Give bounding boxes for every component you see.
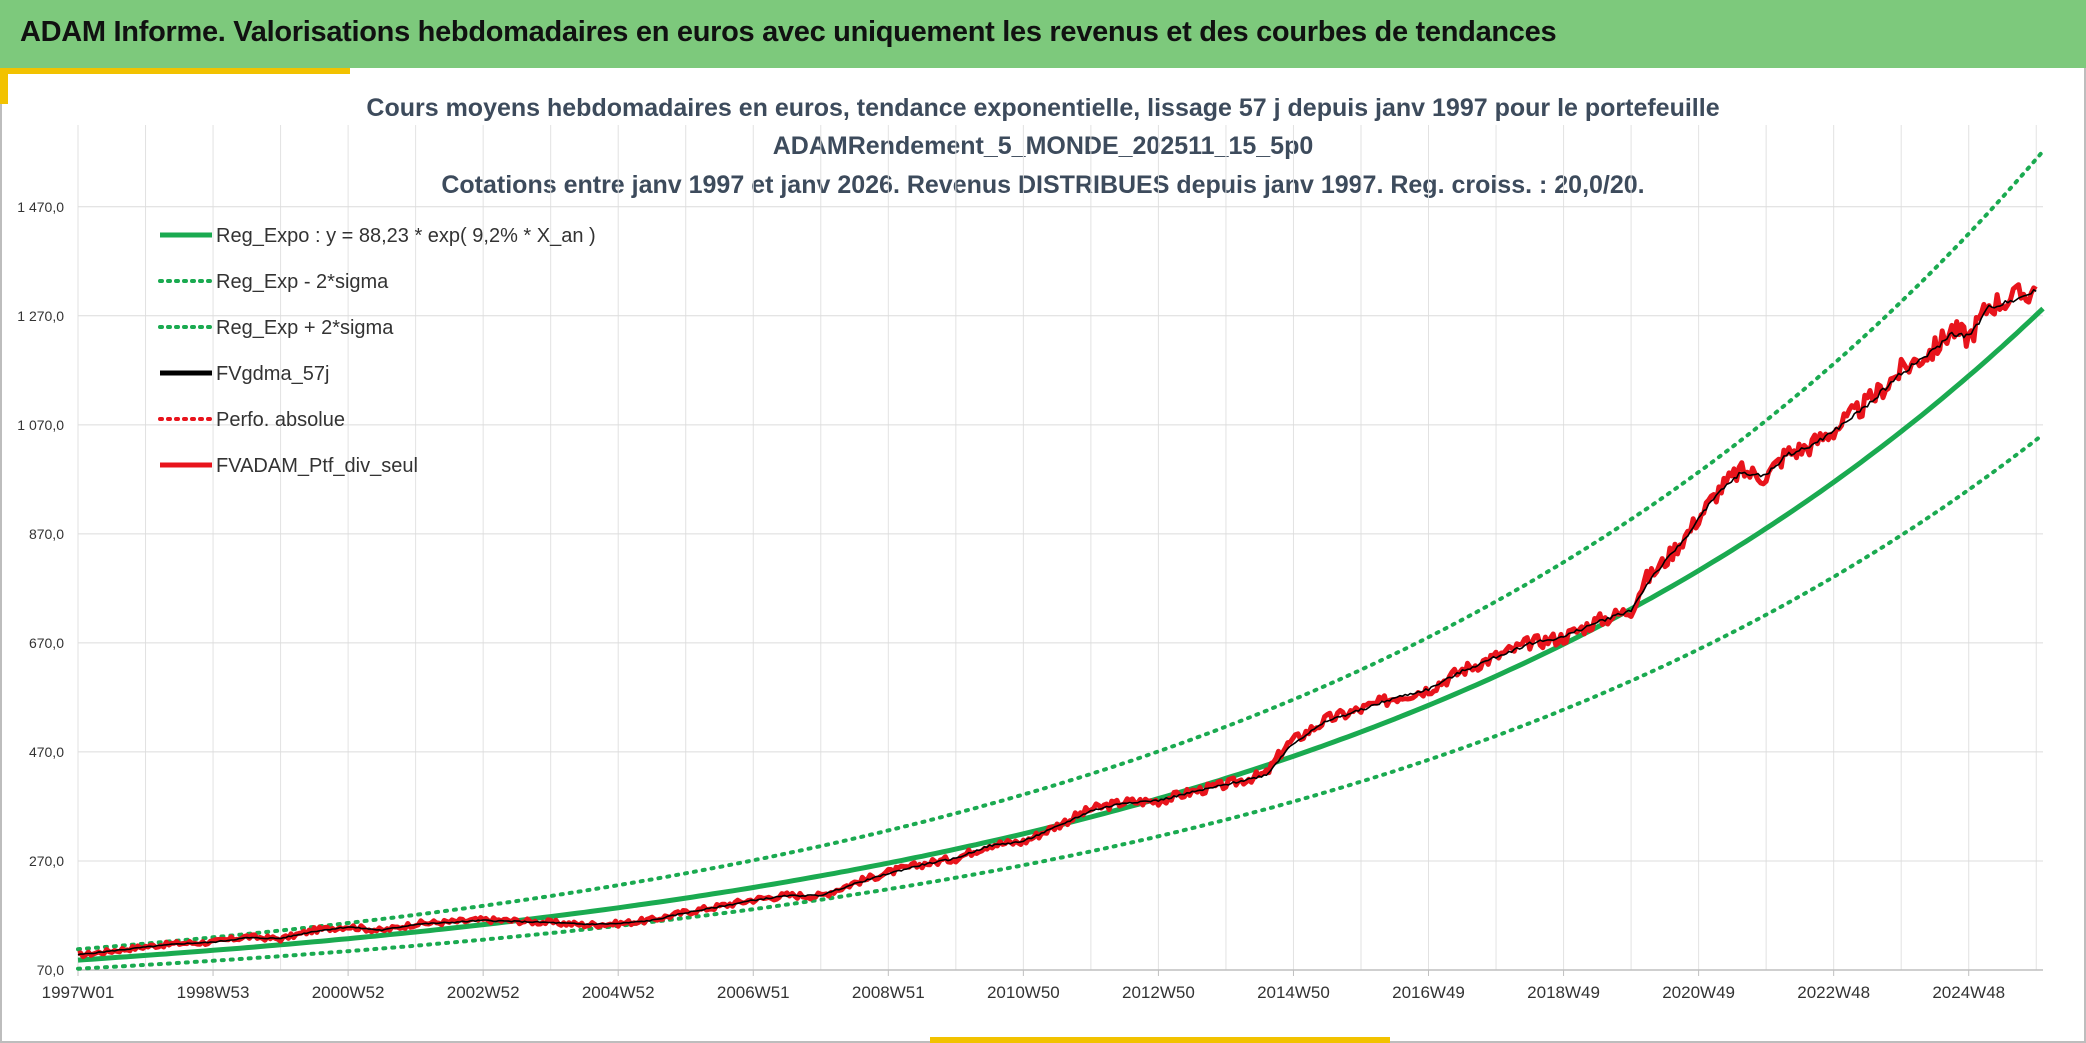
legend-label: FVADAM_Ptf_div_seul xyxy=(216,455,418,477)
accent-bar-top xyxy=(0,68,350,74)
chart-title-line-3: Cotations entre janv 1997 et janv 2026. … xyxy=(441,171,1645,199)
x-tick-label: 1998W53 xyxy=(177,983,250,1002)
chart-title-line-1: Cours moyens hebdomadaires en euros, ten… xyxy=(366,94,1720,122)
legend-label: Perfo. absolue xyxy=(216,409,345,431)
legend-label: FVgdma_57j xyxy=(216,363,329,385)
y-tick-label: 70,0 xyxy=(37,962,64,978)
accent-bar-left xyxy=(0,68,8,104)
x-tick-label: 2020W49 xyxy=(1662,983,1735,1002)
legend-label: Reg_Expo : y = 88,23 * exp( 9,2% * X_an … xyxy=(216,225,596,247)
grid xyxy=(77,125,2043,971)
x-tick-label: 2014W50 xyxy=(1257,983,1330,1002)
x-tick-label: 2016W49 xyxy=(1392,983,1465,1002)
legend-label: Reg_Exp - 2*sigma xyxy=(216,271,389,293)
y-tick-label: 270,0 xyxy=(29,853,64,869)
series-fvgdma-57j xyxy=(77,289,2037,956)
chart-title-line-2: ADAMRendement_5_MONDE_202511_15_5p0 xyxy=(772,132,1314,160)
x-tick-label: 2010W50 xyxy=(987,983,1060,1002)
y-tick-label: 1 270,0 xyxy=(17,308,64,324)
x-tick-label: 2024W48 xyxy=(1932,983,2005,1002)
series-reg-exp-minus-2sigma xyxy=(76,432,2045,971)
y-tick-label: 1 070,0 xyxy=(17,417,64,433)
x-tick-label: 2006W51 xyxy=(717,983,790,1002)
banner: ADAM Informe. Valorisations hebdomadaire… xyxy=(0,0,2086,68)
legend-label: Reg_Exp + 2*sigma xyxy=(216,317,394,339)
series-fvadam-ptf-div-seul xyxy=(77,282,2038,960)
x-tick-label: 2008W51 xyxy=(852,983,925,1002)
legend: Reg_Expo : y = 88,23 * exp( 9,2% * X_an … xyxy=(158,225,596,477)
x-tick-label: 2002W52 xyxy=(447,983,520,1002)
x-tick-label: 1997W01 xyxy=(42,983,115,1002)
y-tick-label: 670,0 xyxy=(29,635,64,651)
series-lines xyxy=(76,149,2045,971)
series-reg-expo xyxy=(77,306,2045,963)
axes: 70,0 270,0 470,0 670,0 870,0 1 070,0 1 270,0 1 … xyxy=(17,199,2043,1002)
x-tick-label: 2000W52 xyxy=(312,983,385,1002)
x-tick-label: 2018W49 xyxy=(1527,983,1600,1002)
banner-title: ADAM Informe. Valorisations hebdomadaire… xyxy=(20,16,1557,48)
x-tick-label: 2012W50 xyxy=(1122,983,1195,1002)
y-tick-label: 470,0 xyxy=(29,744,64,760)
y-tick-label: 1 470,0 xyxy=(17,199,64,215)
series-reg-exp-plus-2sigma xyxy=(76,149,2045,952)
y-tick-label: 870,0 xyxy=(29,526,64,542)
accent-bar-bottom xyxy=(930,1037,1390,1043)
x-tick-label: 2004W52 xyxy=(582,983,655,1002)
x-tick-label: 2022W48 xyxy=(1797,983,1870,1002)
